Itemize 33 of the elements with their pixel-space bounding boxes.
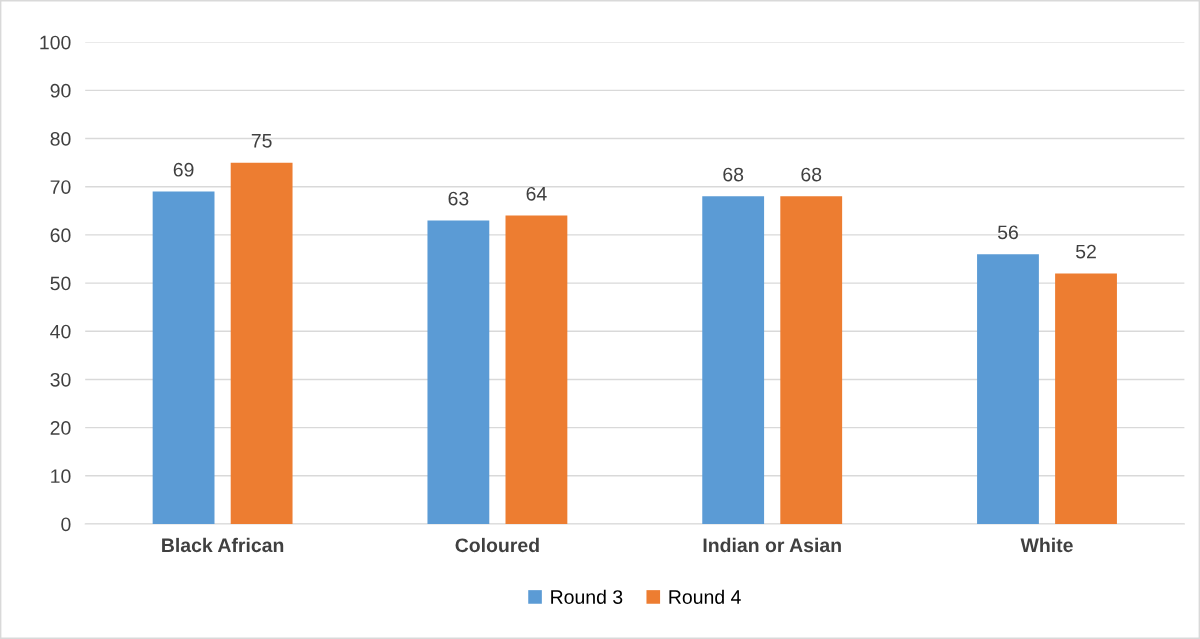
y-tick-label: 100 <box>40 35 71 50</box>
bar <box>780 196 843 524</box>
legend-label: Round 4 <box>669 589 741 604</box>
bar <box>152 191 215 524</box>
y-tick-label: 60 <box>50 228 71 243</box>
data-label: 69 <box>173 162 194 177</box>
bar <box>702 196 765 524</box>
y-tick-label: 50 <box>50 276 71 291</box>
y-tick-label: 10 <box>51 469 71 484</box>
bar <box>505 215 568 524</box>
y-tick-label: 40 <box>50 324 71 339</box>
bar <box>230 162 293 524</box>
data-label: 68 <box>801 167 822 182</box>
data-label: 52 <box>1075 244 1096 259</box>
y-tick-label: 70 <box>50 180 71 194</box>
x-tick-label: Black African <box>162 537 284 553</box>
x-tick-label: White <box>1020 537 1073 553</box>
y-tick-label: 80 <box>50 132 71 146</box>
bar <box>1055 273 1117 524</box>
data-label: 68 <box>723 167 744 182</box>
y-tick-label: 90 <box>50 83 71 98</box>
data-label: 75 <box>251 134 272 148</box>
x-tick-label: Coloured <box>455 537 539 553</box>
y-tick-label: 20 <box>50 421 71 435</box>
bar <box>977 254 1039 524</box>
x-tick-label: Indian or Asian <box>703 537 841 553</box>
data-label: 56 <box>997 225 1018 240</box>
data-label: 64 <box>526 186 547 201</box>
y-tick-label: 0 <box>61 517 71 532</box>
legend-label: Round 3 <box>551 589 623 604</box>
data-label: 63 <box>448 191 469 206</box>
y-tick-label: 30 <box>50 372 71 387</box>
bar <box>427 220 490 524</box>
